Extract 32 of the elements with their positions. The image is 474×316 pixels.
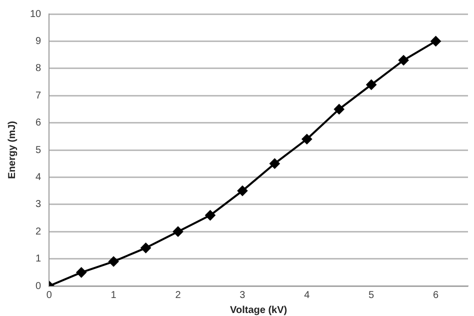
y-tick-label: 2 xyxy=(36,226,42,238)
x-tick-label: 3 xyxy=(240,290,246,301)
y-tick-label: 9 xyxy=(36,36,42,47)
x-tick-label: 1 xyxy=(110,290,117,301)
point xyxy=(430,36,441,46)
y-tick-label: 7 xyxy=(36,90,42,102)
x-tick-label: 6 xyxy=(432,290,439,301)
y-tick-label: 1 xyxy=(36,254,42,265)
point xyxy=(173,226,184,237)
point xyxy=(140,242,151,253)
y-tick-label: 5 xyxy=(36,144,42,156)
point xyxy=(334,104,344,114)
point xyxy=(237,186,248,196)
x-tick-label: 2 xyxy=(175,290,182,301)
point xyxy=(270,158,280,169)
y-tick-label: 8 xyxy=(36,63,42,74)
y-tick-label: 4 xyxy=(36,172,42,183)
x-tick-label: 5 xyxy=(368,290,375,301)
point xyxy=(205,210,216,220)
y-tick-label: 10 xyxy=(30,8,42,20)
point xyxy=(76,267,86,278)
point xyxy=(302,134,312,144)
x-tick-label: 4 xyxy=(304,290,310,301)
point xyxy=(366,80,376,90)
point xyxy=(108,256,119,267)
point xyxy=(398,55,409,66)
x-axis-title: Voltage (kV) xyxy=(230,304,288,316)
y-tick-label: 3 xyxy=(36,199,42,210)
y-axis-title: Energy (mJ) xyxy=(6,121,18,179)
y-tick-label: 6 xyxy=(36,118,42,129)
y-tick-label: 0 xyxy=(36,280,42,292)
x-tick-label: 0 xyxy=(46,290,52,301)
